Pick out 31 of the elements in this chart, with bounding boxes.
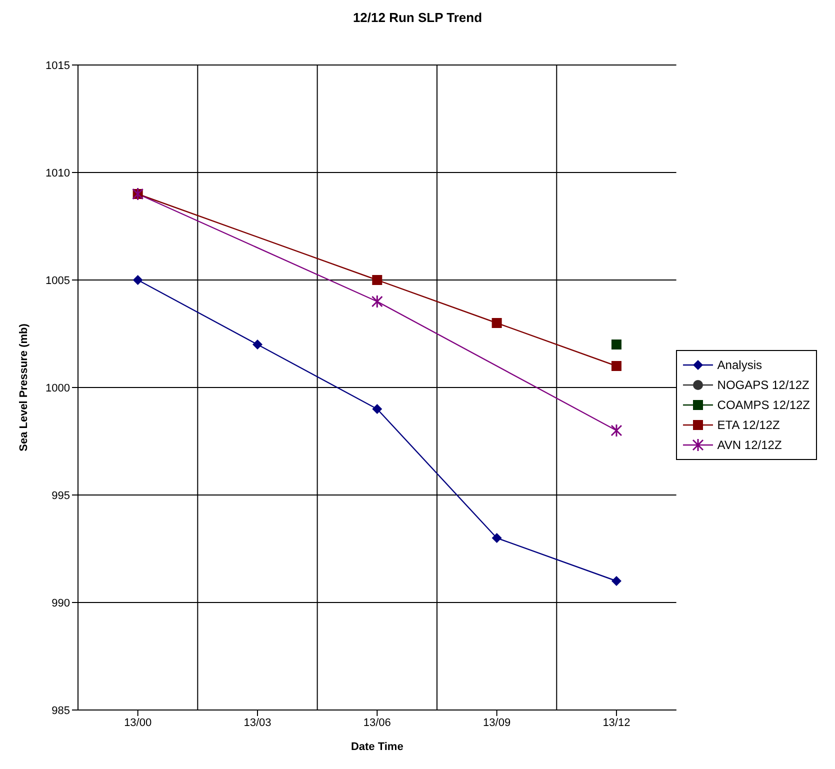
x-axis-title: Date Time — [350, 741, 404, 753]
chart-title: 12/12 Run SLP Trend — [352, 9, 484, 27]
y-tick-label: 1015 — [46, 60, 70, 72]
point — [372, 404, 382, 414]
point — [372, 275, 382, 285]
y-tick-label: 1005 — [46, 274, 70, 287]
x-tick-label: 13/12 — [602, 716, 630, 729]
y-axis-title: Sea Level Pressure (mb) — [18, 323, 30, 452]
y-tick-label: 990 — [52, 597, 70, 610]
point — [492, 533, 502, 543]
legend-label: ETA 12/12Z — [717, 417, 780, 434]
x-tick-label: 13/03 — [244, 716, 272, 729]
x-tick-label: 13/00 — [124, 716, 152, 729]
x-tick-label: 13/06 — [363, 716, 391, 729]
point — [371, 294, 383, 308]
point — [492, 318, 502, 328]
point — [252, 340, 262, 350]
x-tick-label: 13/09 — [483, 716, 511, 729]
y-tick-label: 1010 — [46, 167, 70, 180]
y-tick-label: 985 — [52, 704, 70, 717]
legend-label: Analysis — [717, 357, 762, 374]
y-tick-label: 995 — [52, 490, 70, 502]
legend-label: NOGAPS 12/12Z — [717, 377, 810, 394]
legend-label: AVN 12/12Z — [717, 437, 782, 454]
point — [610, 424, 622, 438]
point — [611, 340, 622, 350]
point — [611, 361, 622, 371]
point — [132, 275, 143, 285]
legend-label: COAMPS 12/12Z — [717, 397, 810, 414]
point — [611, 576, 622, 586]
y-tick-label: 1000 — [46, 382, 70, 394]
